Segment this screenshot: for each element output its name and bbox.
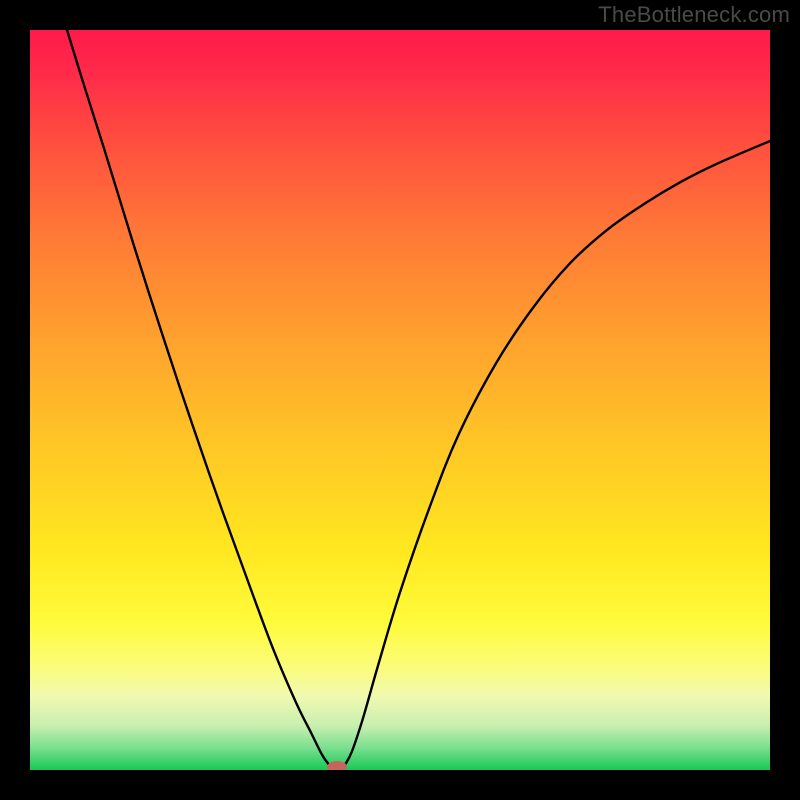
bottleneck-chart: TheBottleneck.com (0, 0, 800, 800)
gradient-background (30, 30, 770, 770)
watermark-text: TheBottleneck.com (598, 2, 790, 28)
chart-svg (0, 0, 800, 800)
